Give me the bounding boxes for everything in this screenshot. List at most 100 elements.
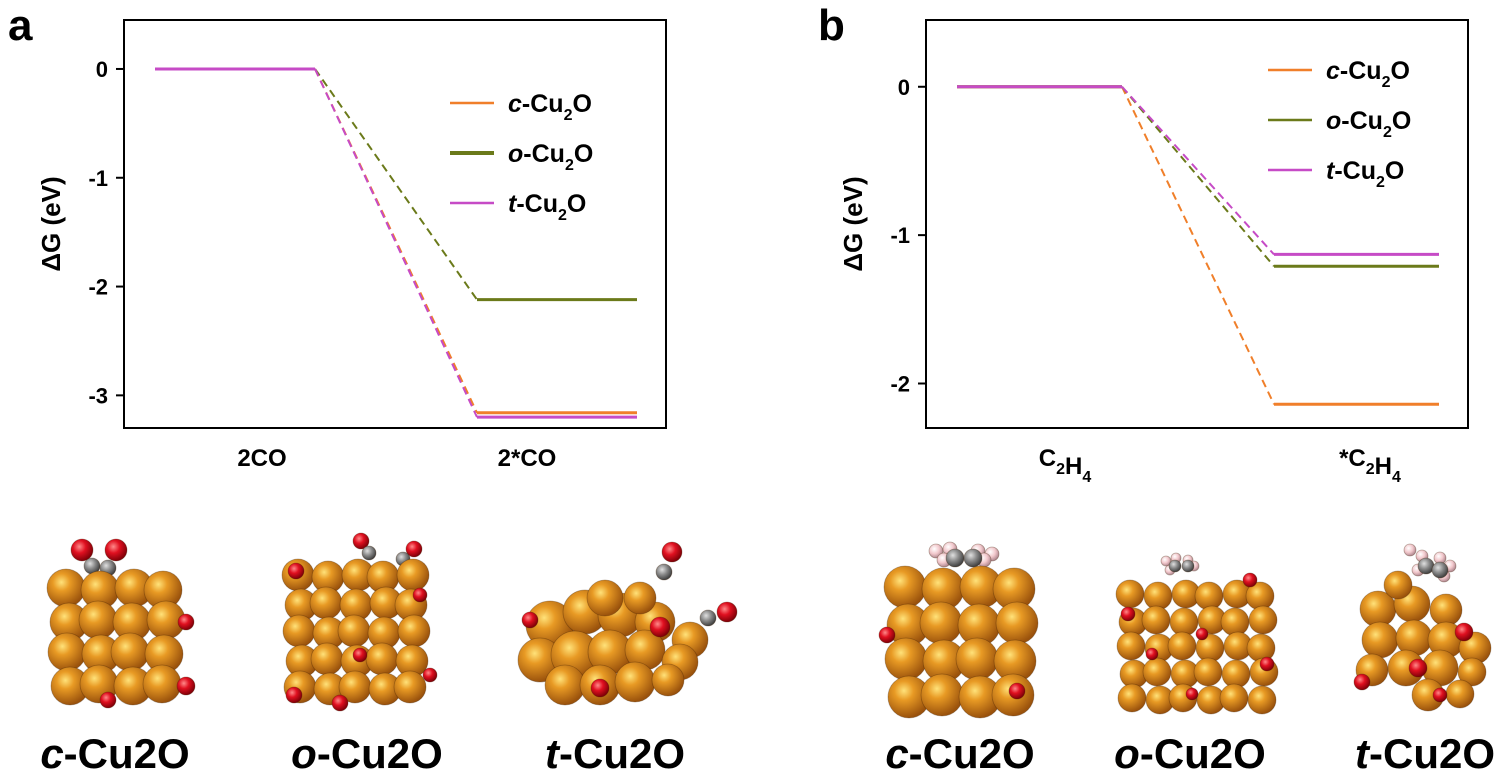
atom: [282, 614, 316, 648]
atom: [661, 541, 683, 563]
connector-o-Cu2O: [1121, 86, 1275, 267]
atom: [955, 637, 999, 681]
atom: [521, 611, 539, 629]
atom: [1259, 656, 1275, 672]
y-tick-label: -2: [88, 275, 108, 300]
atom: [1160, 555, 1172, 567]
atom: [1145, 647, 1159, 661]
structure-o-Cu2O-C2H4: [1115, 552, 1279, 715]
atom: [331, 694, 349, 712]
atom: [1431, 561, 1449, 579]
atom: [1120, 606, 1136, 622]
connector-t-Cu2O: [1121, 86, 1275, 256]
legend-label-c-Cu2O: c-Cu2O: [1326, 57, 1410, 91]
atom: [945, 548, 965, 568]
structure-images: [46, 532, 1492, 719]
atom: [699, 609, 717, 627]
atom: [1403, 543, 1417, 557]
atom: [70, 538, 94, 562]
atom: [1116, 631, 1146, 661]
caption-c-Cu2O-a: c-Cu2O: [40, 730, 189, 777]
atom: [1248, 605, 1278, 635]
structure-c-Cu2O-2CO: [46, 538, 196, 709]
atom: [1115, 579, 1145, 609]
atom: [99, 691, 117, 709]
atom: [586, 579, 624, 617]
structure-captions: c-Cu2O o-Cu2O t-Cu2O c-Cu2O o-Cu2O t-Cu2O: [40, 730, 1495, 777]
connector-c-Cu2O: [314, 68, 478, 414]
atom: [397, 614, 431, 648]
atom: [649, 616, 671, 638]
connector-c-Cu2O: [1121, 86, 1275, 405]
atom: [1432, 687, 1448, 703]
atom: [365, 642, 399, 676]
connector-t-Cu2O: [314, 68, 478, 418]
structure-c-Cu2O-C2H4: [878, 541, 1039, 719]
legend-label-c-Cu2O: c-Cu2O: [508, 90, 592, 124]
y-tick-label: -3: [88, 383, 108, 408]
atom: [1361, 621, 1399, 659]
atom: [1247, 685, 1277, 715]
atom: [1242, 572, 1258, 588]
caption-t-Cu2O-b: t-Cu2O: [1355, 730, 1495, 777]
structure-o-Cu2O-2CO: [281, 532, 438, 712]
atom: [655, 563, 673, 581]
panel-letter-b: b: [818, 1, 845, 50]
atom: [1008, 682, 1026, 700]
legend-label-t-Cu2O: t-Cu2O: [1326, 157, 1404, 191]
atom: [310, 642, 344, 676]
y-tick-label: -2: [890, 371, 910, 396]
chart-b: 0 -1 -2 ΔG (eV) C2H4 *C2H4 c-Cu2O o-Cu2O t-Cu2O: [838, 19, 1469, 486]
atom: [177, 613, 195, 631]
y-tick-label: -1: [88, 166, 108, 191]
atom: [1445, 679, 1475, 709]
atom: [1219, 683, 1249, 713]
atom: [590, 678, 610, 698]
caption-o-Cu2O-a: o-Cu2O: [291, 730, 443, 777]
atom: [1195, 627, 1209, 641]
atom: [393, 670, 427, 704]
y-axis-title: ΔG (eV): [36, 176, 66, 271]
atom: [1408, 658, 1428, 678]
atom: [716, 601, 738, 623]
structure-t-Cu2O-C2H4: [1353, 543, 1492, 712]
atom: [963, 548, 983, 568]
atom: [1457, 657, 1487, 687]
x-category-label: *C2H4: [1339, 445, 1401, 486]
atom: [1141, 605, 1171, 635]
atom: [1220, 607, 1250, 637]
atom: [1383, 570, 1413, 600]
legend-label-o-Cu2O: o-Cu2O: [508, 140, 593, 174]
atom: [1168, 559, 1182, 573]
atom: [285, 686, 303, 704]
panel-letter-a: a: [8, 1, 33, 50]
atom: [287, 562, 305, 580]
atom: [1117, 683, 1147, 713]
atom: [309, 586, 343, 620]
x-category-label: C2H4: [1039, 445, 1092, 486]
atom: [46, 568, 86, 608]
atom: [337, 614, 371, 648]
chart-a: 0 -1 -2 -3 ΔG (eV) 2CO 2*CO c-Cu2O o-Cu2O t-Cu2O: [36, 19, 667, 472]
caption-c-Cu2O-b: c-Cu2O: [885, 730, 1034, 777]
atom: [1429, 593, 1463, 627]
atom: [110, 632, 150, 672]
y-axis-title: ΔG (eV): [838, 176, 868, 271]
atom: [1417, 557, 1435, 575]
atom: [623, 581, 657, 615]
y-tick-label: 0: [96, 57, 108, 82]
atom: [920, 673, 964, 717]
plot-frame: [925, 19, 1469, 429]
connector-o-Cu2O: [314, 68, 478, 301]
x-category-label: 2CO: [237, 445, 286, 472]
caption-o-Cu2O-b: o-Cu2O: [1114, 730, 1266, 777]
caption-t-Cu2O-a: t-Cu2O: [545, 730, 685, 777]
atom: [352, 532, 370, 550]
atom: [884, 637, 928, 681]
atom: [412, 587, 428, 603]
atom: [883, 565, 927, 609]
x-category-label: 2*CO: [498, 445, 557, 472]
atom: [1142, 657, 1172, 687]
atom: [78, 600, 118, 640]
legend-label-o-Cu2O: o-Cu2O: [1326, 107, 1411, 141]
